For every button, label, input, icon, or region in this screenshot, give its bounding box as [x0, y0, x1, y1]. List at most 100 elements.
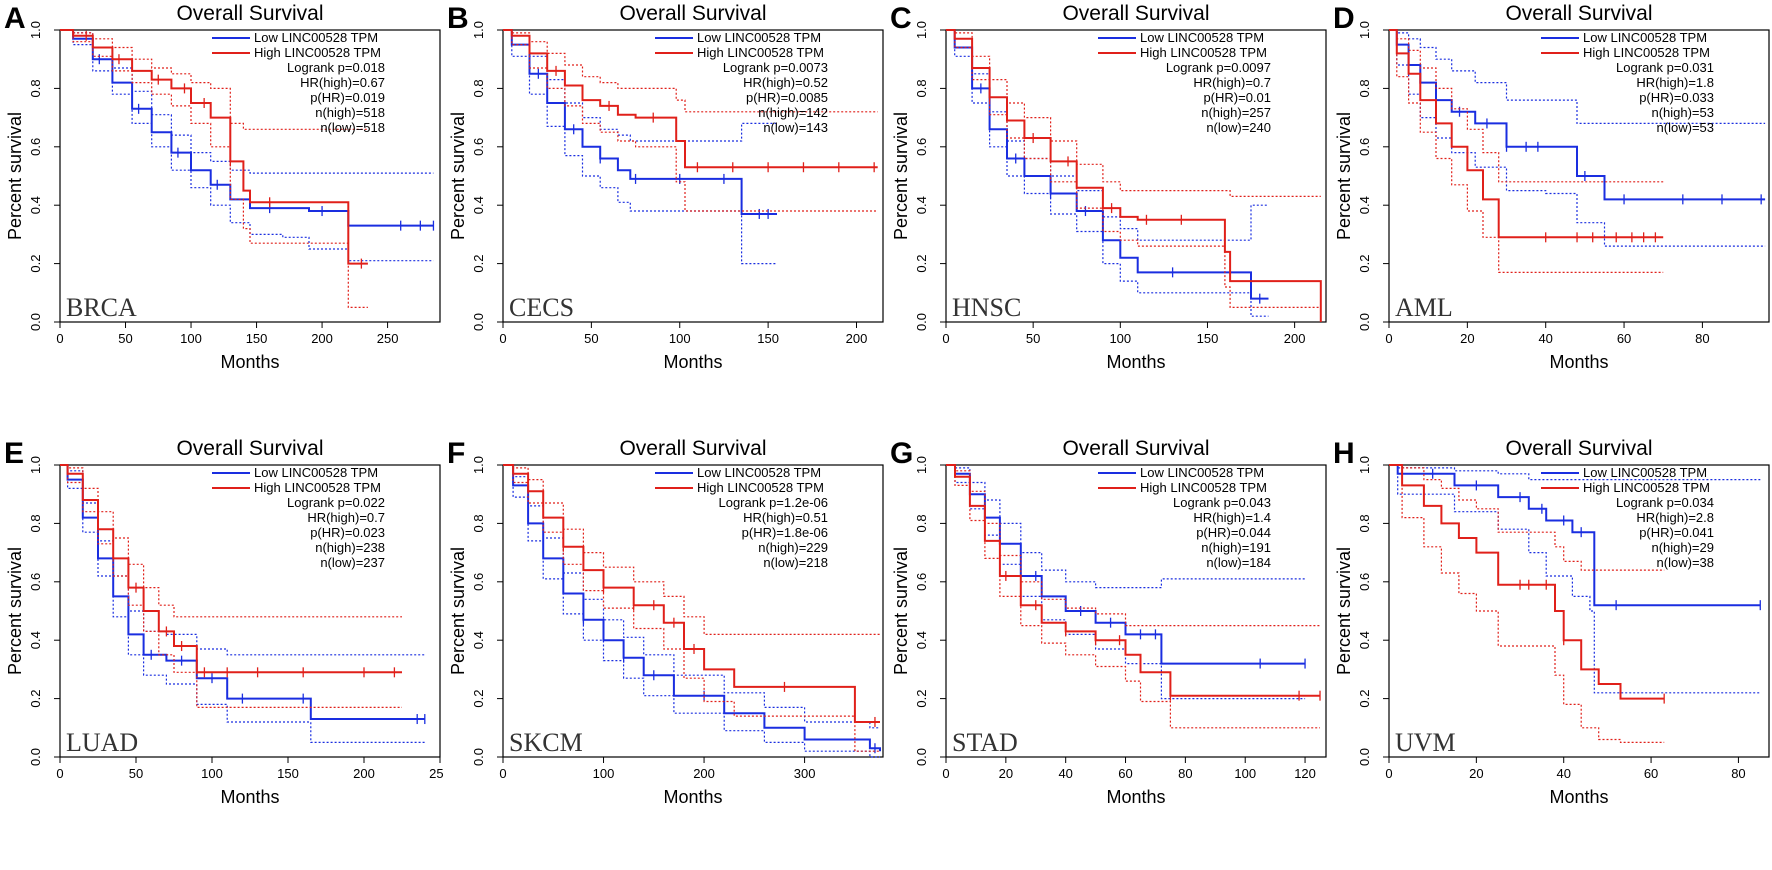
- x-tick-label: 250: [429, 766, 443, 781]
- km-plot-a: A Overall Survival 0 50 100 150 200 250 Months 0.…: [4, 2, 441, 372]
- y-axis: 0.0 0.2 0.4 0.6 0.8 1.0: [1357, 456, 1389, 766]
- ci-lower-line: [1389, 29, 1664, 273]
- y-tick-label: 0.8: [1357, 514, 1372, 532]
- panel-letter: C: [890, 2, 912, 35]
- y-axis-label: Percent survival: [5, 112, 25, 240]
- stat-line: n(high)=518: [315, 105, 385, 120]
- y-tick-label: 0.0: [914, 313, 929, 331]
- chart-title: Overall Survival: [1062, 437, 1209, 460]
- y-axis: 0.0 0.2 0.4 0.6 0.8 1.0: [471, 21, 503, 331]
- x-tick-label: 100: [180, 331, 202, 346]
- panel-letter: H: [1333, 437, 1355, 470]
- x-axis-label: Months: [1549, 787, 1608, 807]
- y-tick-label: 0.6: [471, 573, 486, 591]
- y-tick-label: 1.0: [28, 21, 43, 39]
- x-axis-label: Months: [1106, 787, 1165, 807]
- plot-frame: [1388, 29, 1770, 323]
- km-panel-g: G Overall Survival 0 20 40 60 80 100 120 Months 0.…: [886, 435, 1329, 870]
- y-tick-label: 0.8: [1357, 79, 1372, 97]
- x-axis: 0 50 100 150 200: [499, 322, 867, 346]
- stats-block: Logrank p=1.2e-06HR(high)=0.51p(HR)=1.8e…: [718, 495, 828, 570]
- y-tick-label: 0.8: [914, 514, 929, 532]
- series-low: [60, 29, 435, 262]
- y-tick-label: 0.0: [471, 313, 486, 331]
- chart-title: Overall Survival: [619, 2, 766, 25]
- y-tick-label: 0.0: [28, 748, 43, 766]
- x-axis: 0 50 100 150 200 250: [56, 322, 398, 346]
- y-tick-label: 0.2: [1357, 255, 1372, 273]
- survival-line: [1389, 464, 1665, 700]
- x-tick-label: 100: [201, 766, 223, 781]
- survival-line: [1389, 464, 1761, 607]
- stat-line: p(HR)=0.01: [1203, 90, 1271, 105]
- plot-frame: [502, 464, 884, 758]
- y-axis: 0.0 0.2 0.4 0.6 0.8 1.0: [28, 21, 60, 331]
- y-tick-label: 0.6: [1357, 573, 1372, 591]
- ci-lower-line: [946, 29, 1322, 322]
- x-tick-label: 100: [1234, 766, 1256, 781]
- ci-lower-line: [60, 29, 368, 308]
- x-tick-label: 20: [1469, 766, 1483, 781]
- stat-line: n(low)=240: [1206, 120, 1271, 135]
- stat-line: Logrank p=0.034: [1616, 495, 1714, 510]
- ci-lower-line: [503, 464, 880, 752]
- stat-line: n(low)=218: [763, 555, 828, 570]
- ci-lower-line: [946, 464, 1320, 729]
- plot-frame: [502, 29, 884, 323]
- y-axis-label: Percent survival: [1334, 547, 1354, 675]
- legend-label-low: Low LINC00528 TPM: [1140, 30, 1264, 45]
- stat-line: Logrank p=0.018: [287, 60, 385, 75]
- km-panel-e: E Overall Survival 0 50 100 150 200 250 Months 0.…: [0, 435, 443, 870]
- y-tick-label: 1.0: [1357, 456, 1372, 474]
- x-tick-label: 50: [584, 331, 598, 346]
- y-tick-label: 0.2: [914, 255, 929, 273]
- x-tick-label: 0: [1385, 766, 1392, 781]
- legend-label-low: Low LINC00528 TPM: [1140, 465, 1264, 480]
- stat-line: HR(high)=0.67: [300, 75, 385, 90]
- y-axis-label: Percent survival: [5, 547, 25, 675]
- km-panel-f: F Overall Survival 0 100 200 300 Months 0.0 0.2 0…: [443, 435, 886, 870]
- x-axis: 0 20 40 60 80: [1385, 757, 1746, 781]
- y-tick-label: 0.6: [914, 138, 929, 156]
- x-tick-label: 80: [1178, 766, 1192, 781]
- km-panel-c: C Overall Survival 0 50 100 150 200 Months 0.0 0.…: [886, 0, 1329, 435]
- survival-line: [946, 464, 1320, 697]
- ci-upper-line: [60, 464, 425, 656]
- stat-line: Logrank p=0.0073: [723, 60, 828, 75]
- stat-line: n(low)=53: [1657, 120, 1714, 135]
- survival-line: [946, 29, 1269, 300]
- x-tick-label: 150: [757, 331, 779, 346]
- stat-line: p(HR)=0.0085: [746, 90, 828, 105]
- legend-label-low: Low LINC00528 TPM: [254, 30, 378, 45]
- survival-line: [503, 464, 880, 723]
- y-axis: 0.0 0.2 0.4 0.6 0.8 1.0: [914, 21, 946, 331]
- stats-block: Logrank p=0.0097HR(high)=0.7p(HR)=0.01n(…: [1166, 60, 1271, 135]
- x-axis: 0 50 100 150 200: [942, 322, 1305, 346]
- stats-block: Logrank p=0.0073HR(high)=0.52p(HR)=0.008…: [723, 60, 828, 135]
- km-plot-g: G Overall Survival 0 20 40 60 80 100 120 Months 0.…: [890, 437, 1327, 807]
- y-tick-label: 0.8: [471, 514, 486, 532]
- survival-line: [503, 29, 878, 169]
- x-tick-label: 0: [499, 331, 506, 346]
- y-axis: 0.0 0.2 0.4 0.6 0.8 1.0: [471, 456, 503, 766]
- y-tick-label: 0.4: [914, 196, 929, 214]
- y-tick-label: 1.0: [914, 456, 929, 474]
- x-tick-label: 80: [1731, 766, 1745, 781]
- y-tick-label: 1.0: [471, 456, 486, 474]
- legend-label-high: High LINC00528 TPM: [1583, 45, 1710, 60]
- ci-lower-line: [503, 464, 880, 758]
- y-tick-label: 0.6: [914, 573, 929, 591]
- stat-line: p(HR)=0.019: [310, 90, 385, 105]
- km-panel-h: H Overall Survival 0 20 40 60 80 Months 0.0 0.2 0.…: [1329, 435, 1772, 870]
- x-tick-label: 60: [1118, 766, 1132, 781]
- y-axis-label: Percent survival: [448, 112, 468, 240]
- stat-line: n(low)=237: [320, 555, 385, 570]
- chart-title: Overall Survival: [176, 2, 323, 25]
- y-tick-label: 0.4: [471, 631, 486, 649]
